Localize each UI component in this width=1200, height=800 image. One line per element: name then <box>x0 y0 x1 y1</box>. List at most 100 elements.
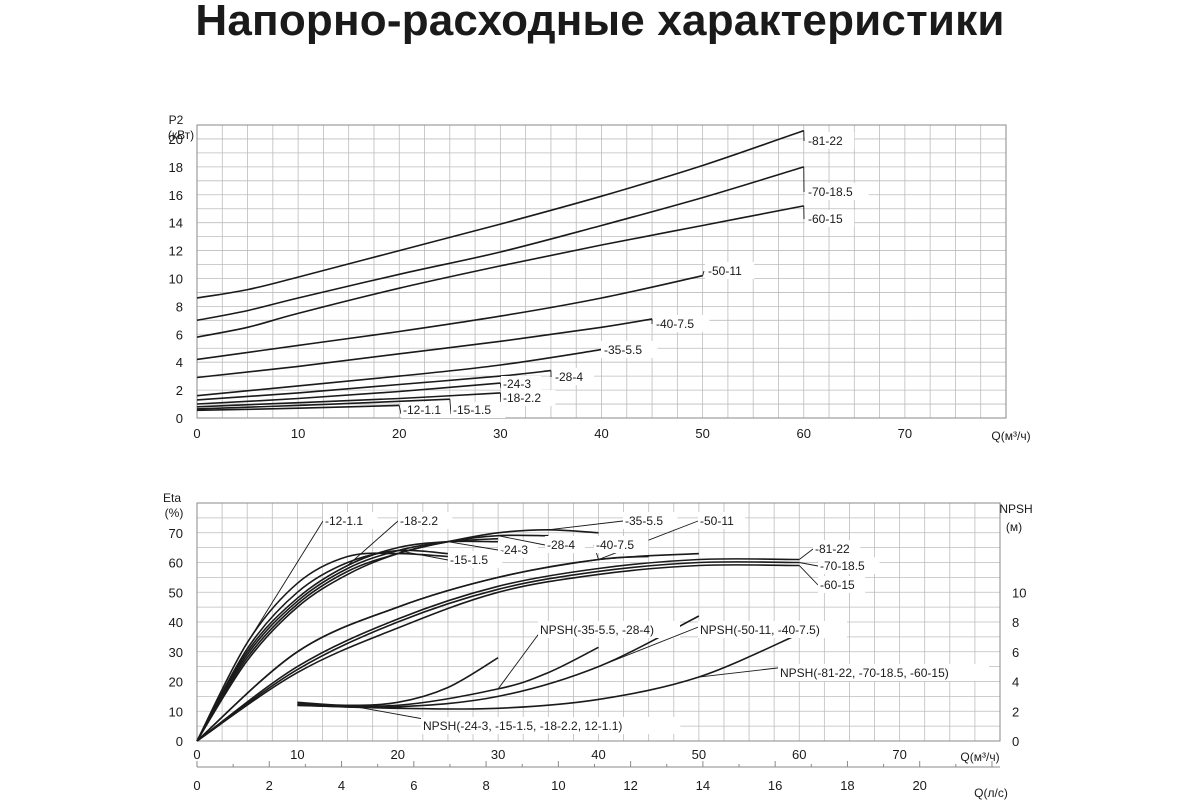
leader-npsh-81-22-70-18.5-60-15 <box>698 666 787 678</box>
x-tick-label: 20 <box>392 426 406 441</box>
leader-24-3 <box>447 541 499 551</box>
power-curve-40-7.5 <box>196 318 653 379</box>
series-label-18-2.2: -18-2.2 <box>400 514 438 528</box>
y-tick-label: 60 <box>169 556 183 571</box>
x2-tick-label: 18 <box>840 778 854 793</box>
y-tick-label: 14 <box>169 216 183 231</box>
series-label-15-1.5: -15-1.5 <box>453 403 491 417</box>
efficiency-curve-70-18.5 <box>196 561 800 742</box>
label-background <box>398 512 453 529</box>
leader-15-1.5 <box>397 550 449 561</box>
x-axis-title: Q(м³/ч) <box>960 750 999 764</box>
y-tick-label: 40 <box>169 615 183 630</box>
x2-tick-label: 2 <box>266 778 273 793</box>
label-background <box>778 664 989 681</box>
x2-tick-label: 0 <box>193 778 200 793</box>
power-curve-81-22 <box>196 129 805 299</box>
series-label-12-1.1: -12-1.1 <box>325 514 363 528</box>
series-label-70-18.5: -70-18.5 <box>820 559 865 573</box>
label-background <box>805 183 869 200</box>
label-background <box>805 210 855 227</box>
x-tick-label: 0 <box>193 426 200 441</box>
y2-tick-label: 4 <box>1012 675 1019 690</box>
label-background <box>545 536 585 553</box>
efficiency-curve-50-11 <box>196 552 699 742</box>
y2-tick-label: 6 <box>1012 645 1019 660</box>
leader-npsh-50-11-40-7.5 <box>598 623 707 668</box>
y2-axis-unit: (м) <box>1006 520 1022 534</box>
label-background <box>594 536 649 553</box>
leader-18-2.2 <box>347 520 399 566</box>
npsh-curve-npsh-81-22-70-18.5-60-15 <box>297 633 800 710</box>
leader-28-4 <box>498 535 546 546</box>
label-background <box>805 132 855 149</box>
y-tick-label: 18 <box>169 160 183 175</box>
leader-12-1.1 <box>398 405 402 415</box>
efficiency-npsh-chart: 0 10 20 30 40 50 60 700102030405060700246810Eta… <box>163 491 1033 800</box>
label-background <box>623 512 678 529</box>
series-label-81-22: -81-22 <box>808 134 843 148</box>
x-axis-title: Q(м³/ч) <box>991 429 1030 443</box>
x-tick-label: 40 <box>594 426 608 441</box>
label-background <box>601 341 658 358</box>
series-label-28-4: -28-4 <box>555 370 583 384</box>
y-axis-title: P2 <box>169 113 184 127</box>
y-tick-label: 16 <box>169 188 183 203</box>
label-background <box>498 541 538 558</box>
power-curves <box>196 129 805 412</box>
power-chart: 0 10 20 30 40 50 60 70 0 2 4 6 8 10 12 14 16 18 20 P2(кВт) Q… <box>168 113 1031 443</box>
efficiency-curve-28-4 <box>196 534 549 742</box>
label-background <box>818 576 866 593</box>
x2-tick-label: 14 <box>696 778 710 793</box>
series-label-50-11: -50-11 <box>708 264 742 278</box>
x-tick-label: 60 <box>792 747 806 762</box>
series-label-12-1.1: -12-1.1 <box>403 403 441 417</box>
power-gridlines <box>196 124 1007 419</box>
leader-50-11 <box>702 270 705 276</box>
x-tick-label: 50 <box>695 426 709 441</box>
leader-60-15 <box>798 565 819 586</box>
series-label-npsh-24-3-15-1.5-18-2.2-12-1.1: NPSH(-24-3, -15-1.5, -18-2.2, 12-1.1) <box>423 719 622 733</box>
label-background <box>538 621 680 638</box>
y-axis-title: Eta <box>163 491 181 505</box>
y-tick-label: 20 <box>169 675 183 690</box>
power-curve-60-15 <box>196 205 804 338</box>
y-tick-label: 8 <box>176 299 183 314</box>
x2-tick-label: 4 <box>338 778 345 793</box>
x2-axis-title: Q(л/с) <box>974 786 1008 800</box>
x-tick-label: 0 <box>193 747 200 762</box>
y2-tick-label: 0 <box>1012 734 1019 749</box>
series-label-40-7.5: -40-7.5 <box>656 317 694 331</box>
y-tick-label: 50 <box>169 585 183 600</box>
label-background <box>698 512 746 529</box>
x2-tick-label: 12 <box>623 778 637 793</box>
leader-npsh-24-3-15-1.5-18-2.2-12-1.1 <box>347 704 430 721</box>
series-label-npsh-81-22-70-18.5-60-15: NPSH(-81-22, -70-18.5, -60-15) <box>780 666 949 680</box>
y-tick-label: 0 <box>176 734 183 749</box>
series-label-50-11: -50-11 <box>700 514 734 528</box>
label-background <box>448 551 503 568</box>
label-background <box>653 315 710 332</box>
x-tick-label: 70 <box>892 747 906 762</box>
label-background <box>323 512 378 529</box>
efficiency-plot-frame <box>196 502 1001 742</box>
efficiency-curve-81-22 <box>196 558 800 742</box>
x-tick-label: 10 <box>291 426 305 441</box>
series-label-28-4: -28-4 <box>547 538 575 552</box>
series-label-60-15: -60-15 <box>808 212 843 226</box>
label-background <box>401 402 456 418</box>
power-curve-35-5.5 <box>196 348 602 397</box>
label-background <box>698 621 847 638</box>
power-series-labels: -81-22 -70-18.5 -60-15 -50-11 -40-7.5 -35-5.5… <box>398 130 869 418</box>
label-background <box>421 717 681 734</box>
power-curve-70-18.5 <box>196 166 805 322</box>
x2-tick-label: 8 <box>482 778 489 793</box>
y-tick-label: 4 <box>176 355 183 370</box>
leader-18-2.2 <box>499 392 502 403</box>
x-tick-label: 70 <box>898 426 912 441</box>
x2-tick-label: 6 <box>410 778 417 793</box>
y-tick-label: 0 <box>176 411 183 426</box>
y-tick-label: 12 <box>169 244 183 259</box>
y2-axis-title: NPSH <box>999 502 1032 516</box>
